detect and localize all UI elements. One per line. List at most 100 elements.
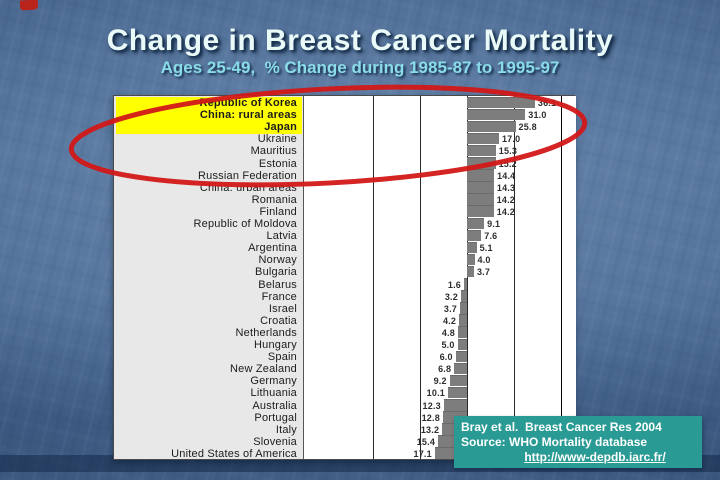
- value-label: 15.3: [498, 146, 518, 157]
- country-label: Republic of Moldova: [193, 218, 297, 230]
- citation-box: Bray et al. Breast Cancer Res 2004 Sourc…: [454, 416, 702, 468]
- value-label: 10.1: [426, 388, 445, 399]
- value-label: 1.6: [447, 279, 461, 290]
- gridline-0: [467, 96, 468, 459]
- country-label: Netherlands: [235, 326, 297, 339]
- bar: [467, 96, 535, 109]
- country-label: Slovenia: [253, 435, 297, 448]
- gridline--50: [373, 96, 374, 459]
- value-label: 9.1: [487, 219, 501, 229]
- bar: [467, 241, 477, 254]
- country-label: Finland: [259, 205, 297, 218]
- bar: [467, 205, 494, 217]
- country-label: New Zealand: [229, 363, 297, 376]
- value-label: 15.2: [498, 158, 517, 169]
- country-label: Estonia: [258, 157, 297, 170]
- country-label: Croatia: [260, 314, 297, 327]
- country-label: Norway: [258, 254, 297, 267]
- country-label: United States of America: [171, 447, 297, 460]
- bar: [460, 302, 467, 314]
- value-label: 14.3: [496, 182, 516, 193]
- slide-title: Change in Breast Cancer Mortality: [106, 24, 614, 57]
- value-label: 13.2: [420, 424, 440, 435]
- country-label: Italy: [275, 423, 297, 436]
- bar: [467, 120, 516, 133]
- bar: [454, 362, 467, 375]
- gridline-25: [514, 96, 515, 459]
- value-label: 17.0: [501, 134, 521, 145]
- value-label: 36.1: [537, 98, 557, 108]
- country-label: Lithuania: [250, 387, 297, 400]
- bar: [443, 399, 467, 411]
- country-label: Mauritius: [250, 145, 297, 158]
- value-label: 12.3: [422, 400, 441, 411]
- bar: [438, 435, 467, 447]
- value-label: 3.7: [476, 267, 491, 278]
- bar: [467, 253, 475, 266]
- value-label: 12.8: [421, 412, 440, 423]
- value-label: 6.8: [438, 364, 452, 375]
- bar: [460, 290, 467, 302]
- value-label: 3.7: [443, 303, 458, 314]
- bar: [449, 374, 467, 387]
- bar: [467, 169, 495, 181]
- citation-source: Source: WHO Mortality database: [461, 435, 648, 449]
- value-label: 31.0: [528, 110, 547, 121]
- bar: [455, 350, 467, 363]
- country-label: Argentina: [248, 242, 297, 255]
- value-label: 5.0: [441, 340, 455, 350]
- slide-subtitle: Ages 25-49, % Change during 1985-87 to 1…: [160, 58, 560, 77]
- value-label: 14.4: [497, 170, 516, 181]
- bar-chart: Republic of Korea China: rural areas Japan…: [113, 95, 576, 460]
- gridline-50: [561, 96, 562, 459]
- bar: [467, 132, 499, 145]
- country-label: Germany: [250, 375, 297, 388]
- citation-link[interactable]: http://www-depdb.iarc.fr/: [524, 450, 666, 464]
- value-label: 4.0: [477, 255, 491, 266]
- bar: [463, 278, 467, 290]
- red-corner-mark: [19, 0, 39, 11]
- value-label: 5.1: [479, 243, 493, 254]
- value-label: 7.6: [484, 231, 498, 242]
- value-label: 9.2: [433, 376, 447, 387]
- country-label: Latvia: [266, 230, 297, 243]
- value-label: 14.2: [496, 206, 516, 217]
- citation-reference: Bray et al. Breast Cancer Res 2004: [461, 420, 662, 434]
- bar: [467, 144, 496, 157]
- gridline--25: [420, 96, 421, 459]
- bar: [457, 326, 467, 338]
- bar: [467, 108, 526, 121]
- bar: [467, 229, 482, 242]
- bar: [459, 314, 467, 326]
- country-label: France: [261, 290, 297, 303]
- bar: [434, 447, 467, 459]
- value-label: 6.0: [439, 352, 453, 363]
- value-label: 4.2: [442, 315, 457, 326]
- value-label: 17.1: [413, 448, 432, 459]
- value-label: 14.2: [496, 194, 516, 205]
- country-label: Ukraine: [257, 133, 297, 146]
- country-label: Japan: [264, 121, 297, 134]
- value-label: 4.8: [441, 327, 455, 338]
- value-label: 15.4: [416, 436, 436, 447]
- country-label: Israel: [268, 302, 297, 315]
- value-label: 3.2: [444, 291, 458, 302]
- plot-area: 36.1 31.0 25.8 17.0 15.3 15.2 14.4 14.3 14.2 14.2…: [304, 96, 576, 459]
- country-label: Romania: [251, 193, 297, 206]
- country-label: Portugal: [254, 411, 297, 424]
- country-label: Russian Federation: [198, 169, 297, 182]
- country-label: Republic of Korea: [199, 97, 297, 109]
- country-label: Bulgaria: [255, 266, 297, 279]
- country-label-column: Republic of Korea China: rural areas Japan…: [114, 96, 304, 460]
- bar: [467, 157, 496, 169]
- country-label: China: urban areas: [199, 181, 297, 194]
- bar: [467, 181, 494, 193]
- bar: [467, 193, 494, 205]
- value-label: 25.8: [518, 122, 537, 133]
- bar: [467, 265, 474, 278]
- country-label: Hungary: [254, 339, 297, 351]
- bar: [448, 386, 467, 399]
- country-label: Belarus: [258, 278, 297, 291]
- country-label: China: rural areas: [199, 109, 297, 122]
